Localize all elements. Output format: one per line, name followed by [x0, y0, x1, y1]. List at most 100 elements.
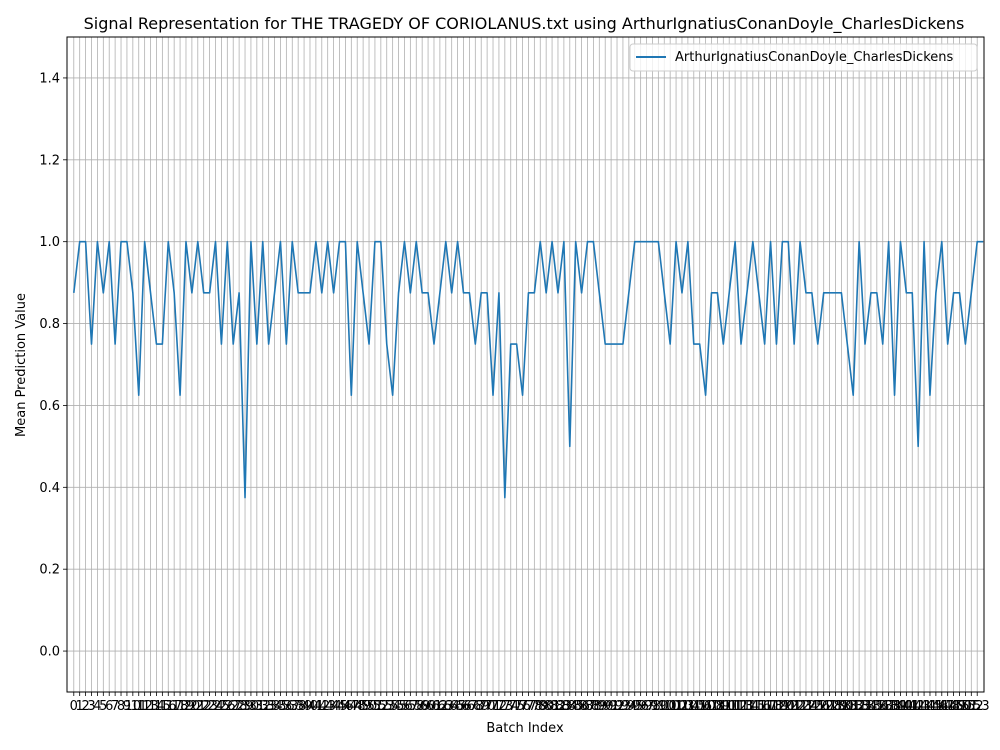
x-tick-label: 54: [384, 699, 401, 714]
x-tick-label: 43: [319, 699, 336, 714]
x-tick-label: 37: [284, 699, 301, 714]
x-tick-label: 136: [864, 699, 889, 714]
x-tick-label: 100: [652, 699, 677, 714]
x-tick-label: 40: [302, 699, 319, 714]
x-tick-label: 138: [876, 699, 901, 714]
x-tick-label: 77: [520, 699, 537, 714]
x-tick-label: 120: [770, 699, 795, 714]
x-tick-label: 115: [740, 699, 765, 714]
x-tick-label: 48: [349, 699, 366, 714]
x-tick-label: 110: [711, 699, 736, 714]
y-tick-label: 0.8: [39, 317, 60, 332]
x-tick-label: 139: [882, 699, 907, 714]
x-tick-label: 130: [829, 699, 854, 714]
x-tick-label: 46: [337, 699, 354, 714]
x-tick-label: 117: [752, 699, 777, 714]
x-tick-label: 106: [687, 699, 712, 714]
x-tick-label: 122: [782, 699, 807, 714]
x-tick-label: 26: [219, 699, 236, 714]
x-tick-label: 20: [184, 699, 201, 714]
legend-label: ArthurIgnatiusConanDoyle_CharlesDickens: [675, 50, 953, 65]
x-tick-label: 83: [556, 699, 573, 714]
x-tick-label: 118: [758, 699, 783, 714]
x-tick-label: 56: [396, 699, 413, 714]
x-tick-label: 52: [373, 699, 390, 714]
x-tick-label: 8: [117, 699, 125, 714]
x-tick-label: 150: [947, 699, 972, 714]
x-tick-label: 19: [178, 699, 195, 714]
x-tick-label: 132: [841, 699, 866, 714]
x-tick-label: 38: [290, 699, 307, 714]
x-tick-label: 72: [491, 699, 508, 714]
x-tick-label: 143: [906, 699, 931, 714]
x-tick-label: 151: [953, 699, 978, 714]
x-tick-label: 27: [225, 699, 242, 714]
x-tick-label: 104: [675, 699, 700, 714]
x-tick-label: 73: [497, 699, 514, 714]
axes: 0.00.20.40.60.81.01.21.40123456789101112…: [39, 71, 989, 714]
x-tick-label: 33: [260, 699, 277, 714]
x-tick-label: 134: [853, 699, 878, 714]
x-tick-label: 71: [485, 699, 502, 714]
y-tick-label: 0.6: [39, 399, 60, 414]
x-tick-label: 44: [325, 699, 342, 714]
x-tick-label: 9: [123, 699, 131, 714]
x-tick-label: 86: [573, 699, 590, 714]
x-tick-label: 82: [550, 699, 567, 714]
x-tick-label: 57: [402, 699, 419, 714]
x-tick-label: 65: [449, 699, 466, 714]
series-line: [72, 240, 984, 499]
x-tick-label: 85: [567, 699, 584, 714]
x-tick-label: 96: [632, 699, 649, 714]
x-tick-label: 103: [670, 699, 695, 714]
x-tick-label: 80: [538, 699, 555, 714]
x-tick-label: 145: [918, 699, 943, 714]
x-tick-label: 108: [699, 699, 724, 714]
x-tick-label: 28: [231, 699, 248, 714]
x-tick-label: 63: [438, 699, 455, 714]
x-tick-label: 22: [195, 699, 212, 714]
x-tick-label: 126: [805, 699, 830, 714]
x-tick-label: 149: [941, 699, 966, 714]
x-tick-label: 6: [105, 699, 113, 714]
x-tick-label: 78: [526, 699, 543, 714]
x-tick-label: 98: [644, 699, 661, 714]
y-tick-label: 1.2: [39, 153, 60, 168]
x-tick-label: 142: [900, 699, 925, 714]
x-tick-label: 148: [935, 699, 960, 714]
x-tick-label: 95: [626, 699, 643, 714]
x-tick-label: 84: [562, 699, 579, 714]
x-tick-label: 45: [331, 699, 348, 714]
x-tick-label: 21: [190, 699, 207, 714]
y-tick-label: 1.0: [39, 235, 60, 250]
x-tick-label: 135: [859, 699, 884, 714]
x-tick-label: 5: [99, 699, 107, 714]
x-tick-label: 4: [93, 699, 101, 714]
x-tick-label: 91: [603, 699, 620, 714]
x-tick-label: 69: [473, 699, 490, 714]
x-tick-label: 114: [735, 699, 760, 714]
x-tick-label: 101: [658, 699, 683, 714]
x-tick-label: 30: [243, 699, 260, 714]
x-tick-label: 133: [847, 699, 872, 714]
x-tick-label: 112: [723, 699, 748, 714]
x-tick-label: 152: [959, 699, 984, 714]
y-tick-label: 0.4: [39, 481, 60, 496]
x-tick-label: 49: [355, 699, 372, 714]
y-tick-label: 0.0: [39, 645, 60, 660]
x-tick-label: 0: [70, 699, 78, 714]
x-tick-label: 60: [420, 699, 437, 714]
x-tick-label: 66: [455, 699, 472, 714]
x-tick-label: 146: [923, 699, 948, 714]
x-tick-label: 147: [929, 699, 954, 714]
y-tick-label: 1.4: [39, 71, 60, 86]
x-tick-label: 11: [130, 699, 147, 714]
x-tick-label: 116: [746, 699, 771, 714]
x-tick-label: 144: [912, 699, 937, 714]
x-tick-label: 36: [278, 699, 295, 714]
x-tick-label: 97: [638, 699, 655, 714]
x-tick-label: 105: [681, 699, 706, 714]
x-tick-label: 124: [794, 699, 819, 714]
x-tick-label: 41: [308, 699, 325, 714]
